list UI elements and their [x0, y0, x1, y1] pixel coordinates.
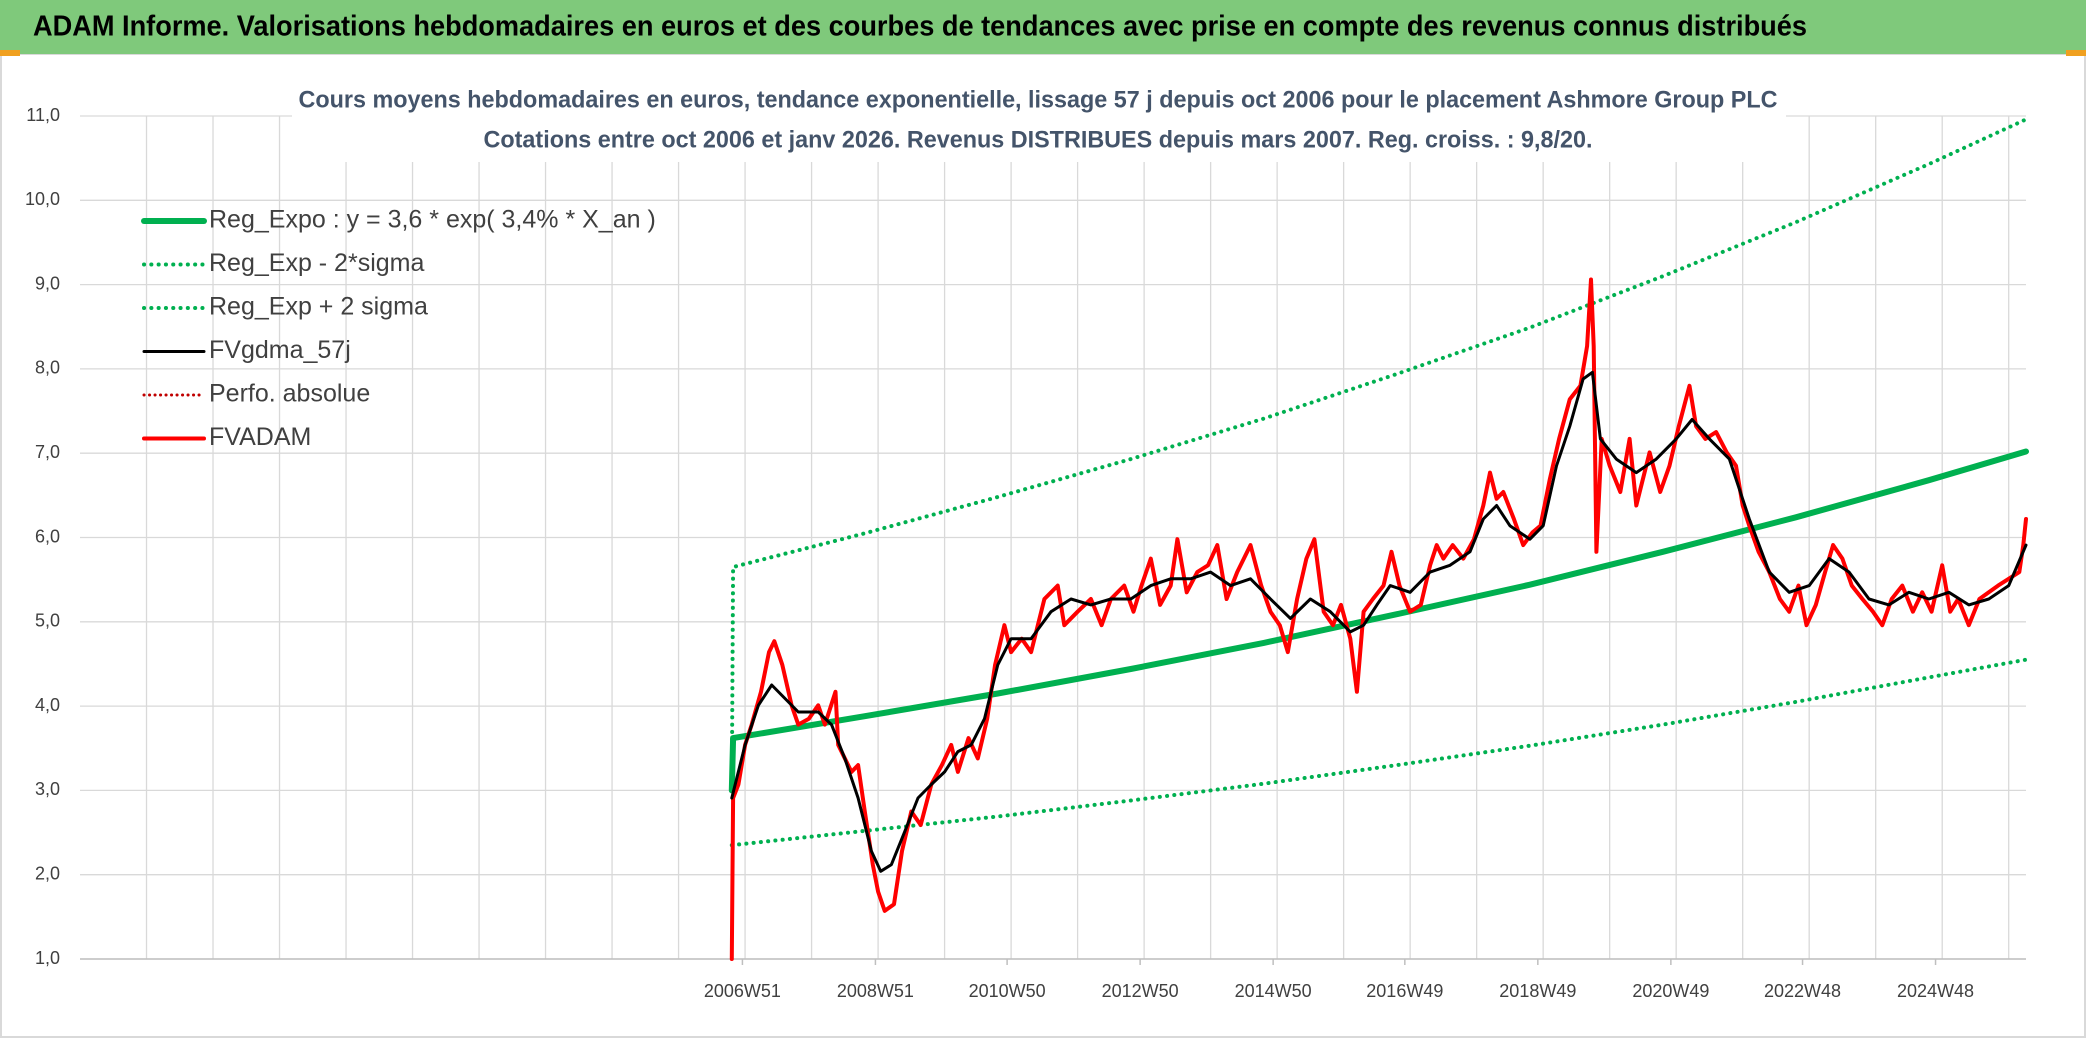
corner-mark: [0, 50, 20, 56]
series-line: [729, 657, 2028, 848]
chart-title: Cours moyens hebdomadaires en euros, ten…: [299, 86, 1778, 113]
chart-subtitle: Cotations entre oct 2006 et janv 2026. R…: [484, 126, 1593, 153]
series-line: [729, 277, 2028, 961]
x-tick-label: 2016W49: [1366, 981, 1443, 1001]
y-tick-label: 8,0: [35, 358, 60, 378]
x-tick-label: 2022W48: [1764, 981, 1841, 1001]
y-tick-label: 10,0: [25, 189, 60, 209]
x-tick-label: 2024W48: [1897, 981, 1974, 1001]
header-title: ADAM Informe. Valorisations hebdomadaire…: [33, 11, 1807, 43]
y-tick-label: 7,0: [35, 442, 60, 462]
x-tick-label: 2006W51: [704, 981, 781, 1001]
x-tick-label: 2018W49: [1499, 981, 1576, 1001]
series-line: [728, 448, 2029, 794]
series-line: [729, 117, 2028, 793]
x-tick-label: 2010W50: [969, 981, 1046, 1001]
y-tick-label: 2,0: [35, 863, 60, 883]
header-bar: [0, 0, 2086, 54]
legend-label: Reg_Exp - 2*sigma: [209, 249, 424, 277]
y-tick-label: 3,0: [35, 779, 60, 799]
x-tick-label: 2014W50: [1235, 981, 1312, 1001]
legend-label: FVgdma_57j: [209, 336, 351, 364]
y-tick-label: 6,0: [35, 526, 60, 546]
legend-label: Perfo. absolue: [209, 380, 370, 408]
y-tick-label: 5,0: [35, 611, 60, 631]
y-tick-label: 4,0: [35, 695, 60, 715]
series-line: [730, 370, 2028, 873]
x-tick-label: 2020W49: [1632, 981, 1709, 1001]
y-tick-label: 1,0: [35, 948, 60, 968]
y-tick-label: 11,0: [26, 105, 60, 125]
legend-label: FVADAM: [209, 423, 311, 451]
x-tick-label: 2012W50: [1102, 981, 1179, 1001]
title-backdrop: [292, 80, 1786, 162]
corner-mark: [2066, 50, 2086, 56]
y-tick-label: 9,0: [35, 273, 60, 293]
legend-label: Reg_Exp + 2 sigma: [209, 293, 428, 321]
legend-label: Reg_Expo : y = 3,6 * exp( 3,4% * X_an ): [209, 206, 656, 234]
x-tick-label: 2008W51: [837, 981, 914, 1001]
